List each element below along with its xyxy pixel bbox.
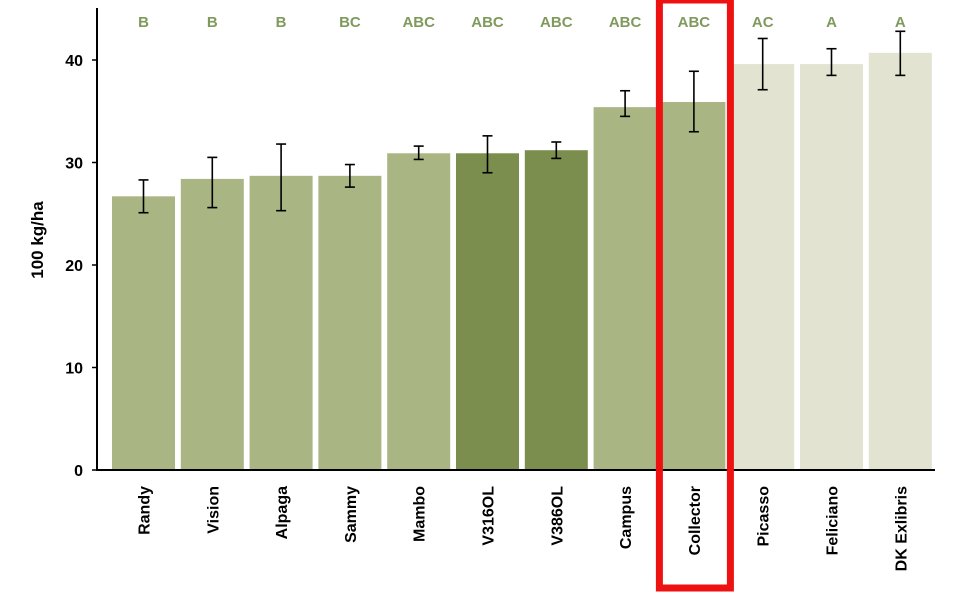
- significance-letter: ABC: [540, 14, 573, 31]
- category-label: Feliciano: [825, 486, 842, 556]
- category-label: V316OL: [481, 486, 498, 546]
- category-label: Mambo: [412, 486, 429, 542]
- bar-v316ol: [456, 153, 519, 470]
- significance-letter: AC: [752, 14, 774, 31]
- error-bar: [895, 30, 906, 77]
- y-tick-label: 0: [74, 463, 83, 480]
- category-label: Alpaga: [274, 486, 291, 539]
- significance-letter: ABC: [609, 14, 642, 31]
- category-label: Sammy: [343, 486, 360, 543]
- significance-letter: B: [276, 14, 287, 31]
- highlight-box: [655, 0, 734, 592]
- significance-letter: A: [895, 14, 906, 31]
- significance-letter: ABC: [402, 14, 435, 31]
- error-bar: [620, 89, 631, 118]
- bar-picasso: [731, 64, 795, 470]
- category-label: V386OL: [549, 486, 566, 546]
- bar-v386ol: [524, 150, 588, 470]
- bar-mambo: [387, 153, 451, 470]
- bar-campus: [593, 107, 657, 471]
- bar-vision: [180, 178, 244, 470]
- significance-letter: BC: [339, 14, 361, 31]
- significance-letter: ABC: [471, 14, 504, 31]
- significance-letter: B: [138, 14, 149, 31]
- error-bar: [413, 145, 424, 161]
- significance-letter: A: [826, 14, 837, 31]
- significance-letter: B: [207, 14, 218, 31]
- error-bar: [344, 163, 355, 188]
- category-label: Picasso: [756, 486, 773, 547]
- category-label: Vision: [205, 486, 222, 534]
- y-ticks-layer: 0 10 20 30 40: [65, 53, 97, 480]
- y-tick-label: 10: [65, 361, 83, 378]
- significance-letters-layer: B B B BC ABC ABC ABC ABC ABC AC A A: [138, 14, 906, 31]
- error-bar: [757, 37, 768, 91]
- error-bar: [207, 156, 218, 209]
- y-tick-label: 40: [65, 53, 83, 70]
- category-label: DK Exlibris: [893, 486, 910, 571]
- y-tick-label: 30: [65, 156, 83, 173]
- bar-collector: [662, 102, 726, 471]
- error-bar: [138, 179, 149, 214]
- bars-layer: [112, 52, 932, 471]
- x-labels-layer: Randy Vision Alpaga Sammy Mambo V316OL V386OL C…: [137, 486, 911, 572]
- bar-randy: [112, 196, 175, 470]
- error-bar: [482, 135, 493, 174]
- error-bar: [688, 70, 699, 133]
- bar-feliciano: [800, 64, 863, 470]
- category-label: Collector: [687, 486, 704, 555]
- bar-alpaga: [249, 175, 313, 470]
- axes-layer: [96, 8, 935, 471]
- category-label: Campus: [618, 486, 635, 549]
- bar-dk-exlibris: [868, 52, 932, 470]
- significance-letter: ABC: [678, 14, 711, 31]
- error-bar: [276, 143, 287, 212]
- category-label: Randy: [137, 486, 154, 535]
- error-bar: [826, 47, 837, 77]
- y-tick-label: 20: [65, 258, 83, 275]
- y-axis-title: 100 kg/ha: [28, 201, 47, 279]
- error-bar: [551, 141, 562, 160]
- bar-sammy: [318, 175, 382, 470]
- error-bars-layer: [138, 30, 906, 214]
